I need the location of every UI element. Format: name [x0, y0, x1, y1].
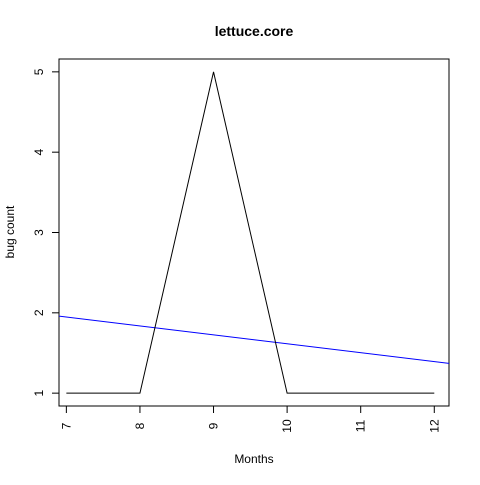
y-tick-label: 3: [32, 229, 46, 236]
x-tick-label: 9: [207, 422, 221, 429]
x-axis: 7 8 9 10 11 12: [59, 406, 441, 433]
x-tick-label: 7: [59, 422, 73, 429]
y-tick-label: 2: [32, 309, 46, 316]
bug-count-line: [66, 71, 435, 394]
y-axis: 1 2 3 4 5: [32, 68, 59, 396]
x-tick-label: 8: [133, 422, 147, 429]
series-layer: [59, 71, 449, 394]
y-axis-label: bug count: [3, 205, 17, 258]
x-tick-label: 12: [427, 419, 441, 433]
trend-line: [59, 315, 449, 364]
y-tick-label: 5: [32, 68, 46, 75]
x-tick-label: 10: [280, 419, 294, 433]
x-tick-label: 11: [354, 419, 368, 432]
y-tick-label: 1: [32, 389, 46, 396]
x-axis-label: Months: [234, 452, 273, 466]
chart-title: lettuce.core: [215, 23, 294, 39]
y-tick-label: 4: [32, 149, 46, 156]
